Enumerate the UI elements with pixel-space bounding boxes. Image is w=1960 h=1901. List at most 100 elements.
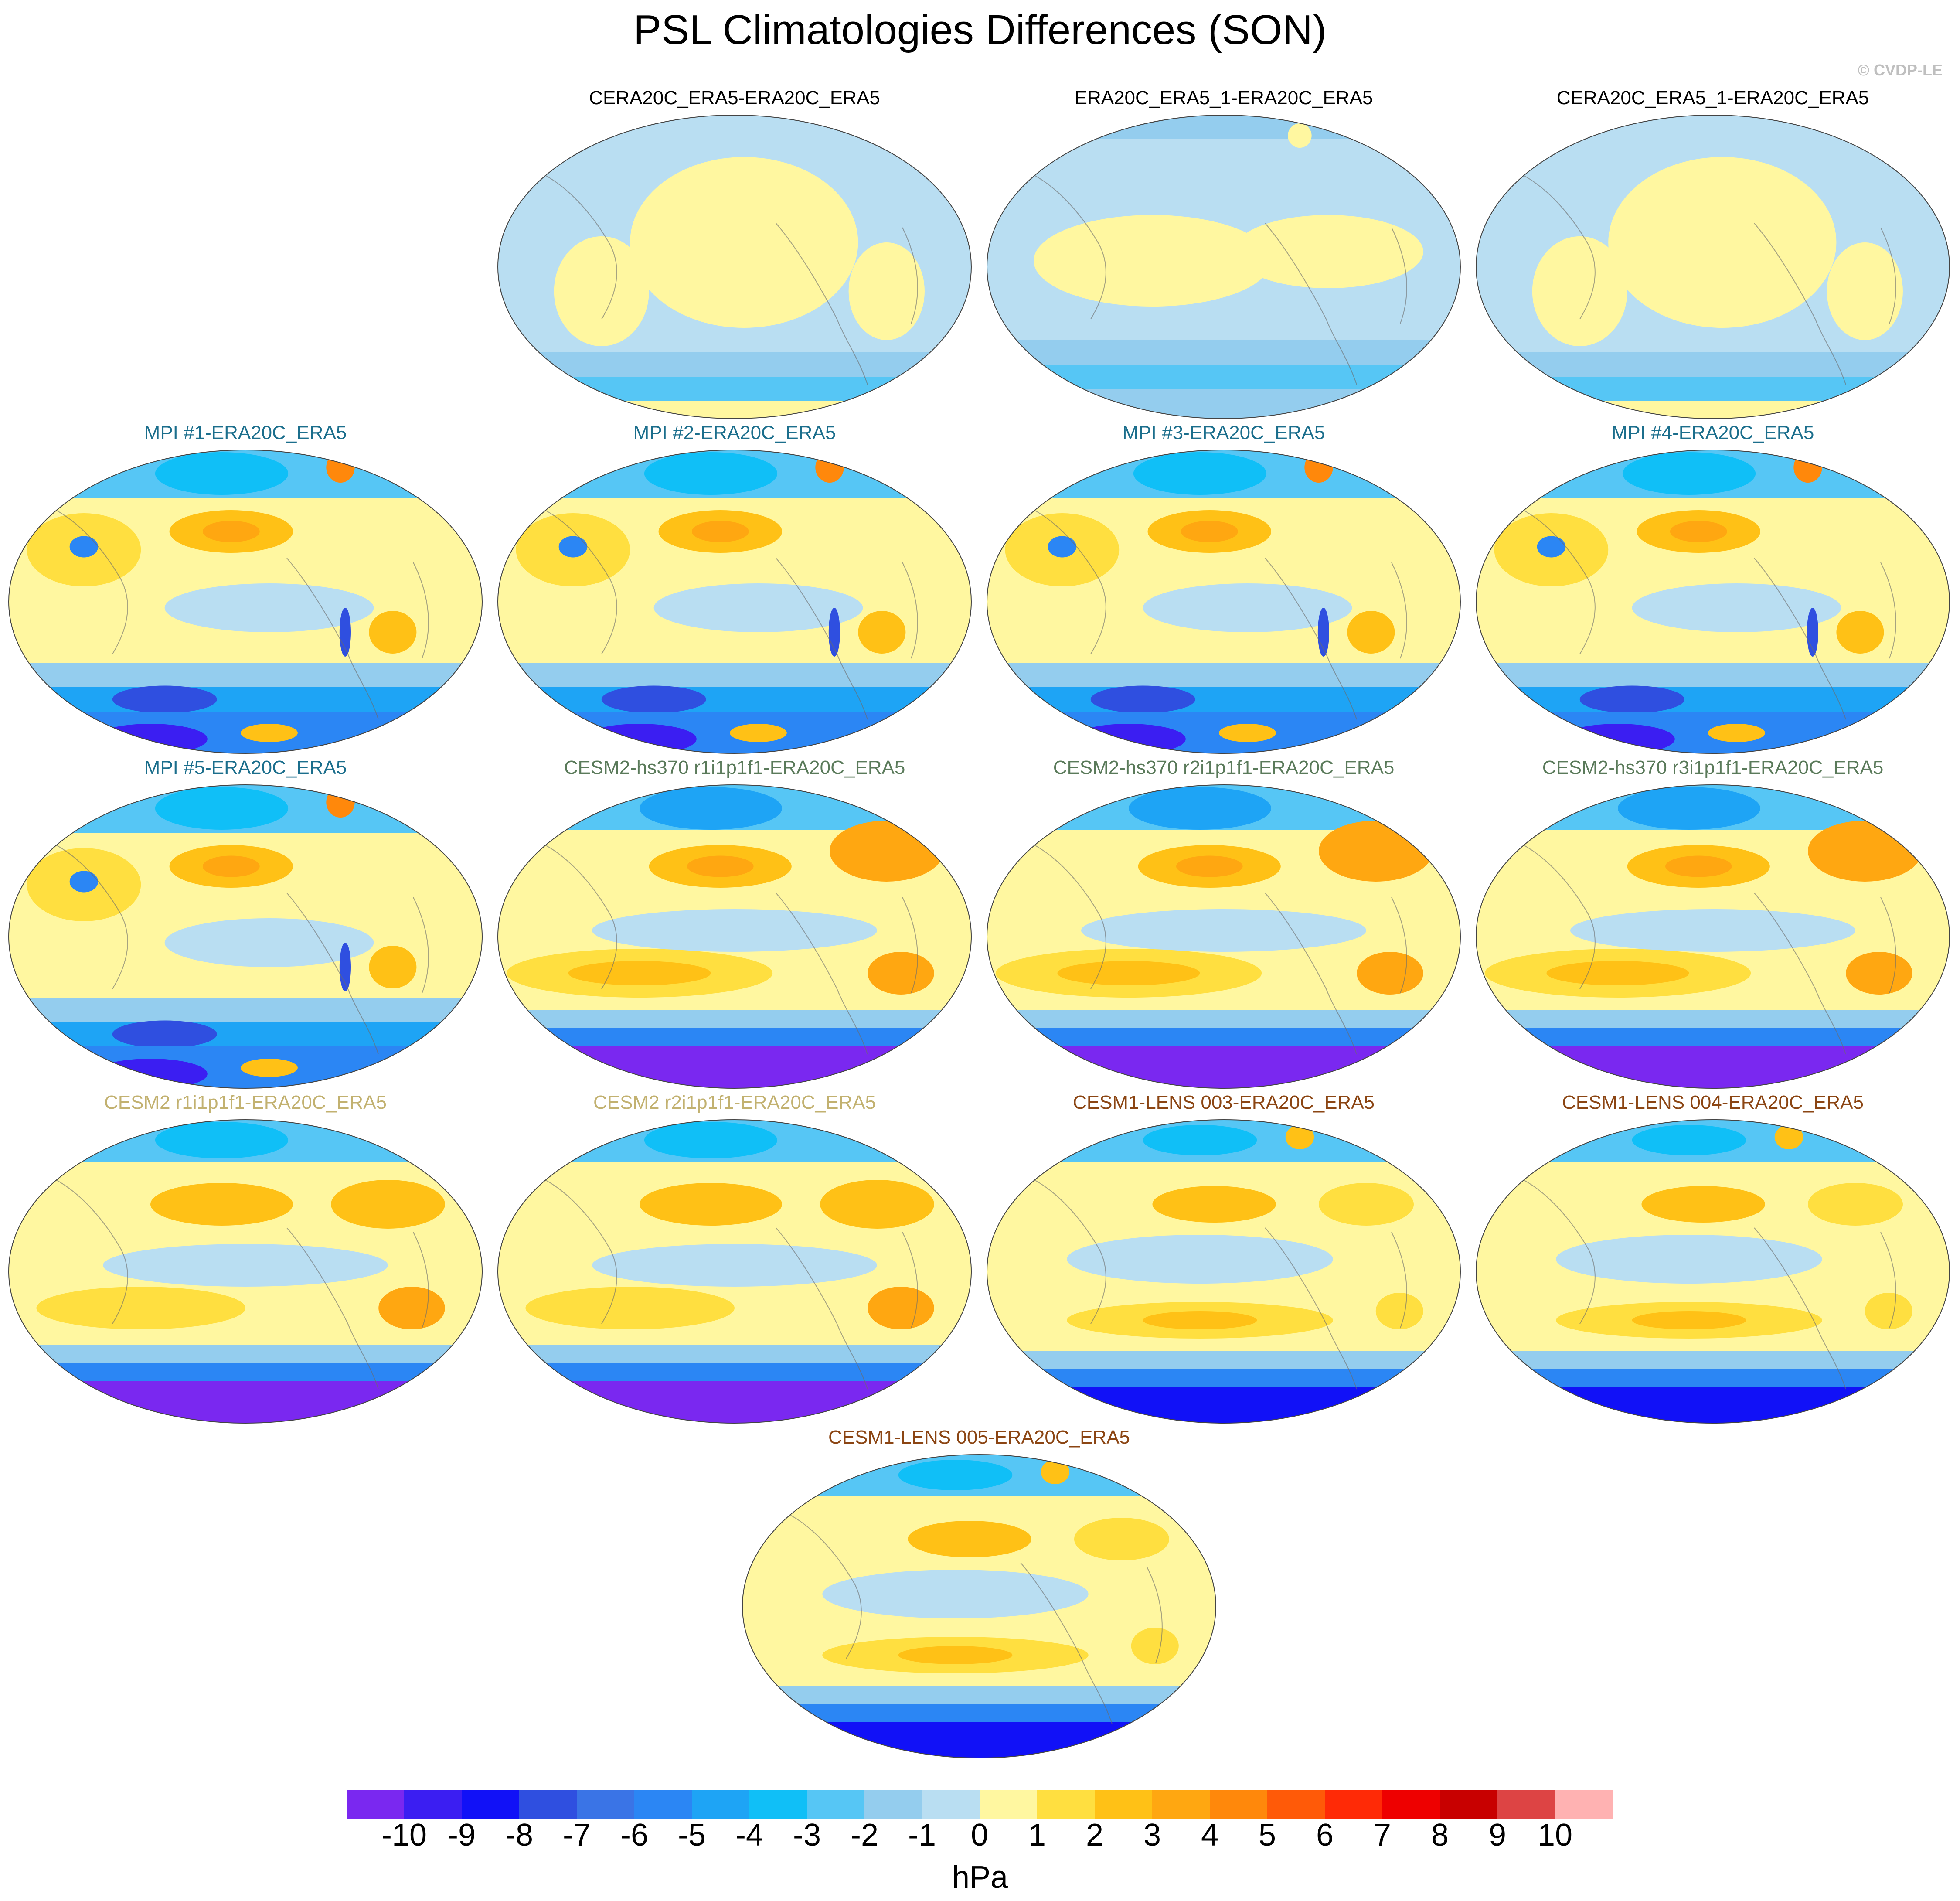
low-arctic bbox=[155, 1122, 289, 1158]
colorbar-swatch bbox=[1210, 1790, 1267, 1819]
coastlines bbox=[536, 840, 918, 1055]
map-panel: ERA20C_ERA5_1-ERA20C_ERA5 bbox=[986, 87, 1461, 423]
high-satlantic bbox=[1347, 611, 1395, 654]
low-so bbox=[1579, 685, 1684, 713]
colorbar-swatch bbox=[1037, 1790, 1095, 1819]
panel-title: ERA20C_ERA5_1-ERA20C_ERA5 bbox=[1074, 87, 1373, 109]
high-npacific bbox=[640, 1183, 782, 1226]
southern-band bbox=[1476, 663, 1950, 687]
high-greenland bbox=[815, 452, 844, 483]
southern-band-2 bbox=[1476, 1369, 1950, 1387]
pressure-field bbox=[498, 115, 971, 419]
map-panel: MPI #4-ERA20C_ERA5 bbox=[1475, 422, 1950, 758]
map-outline bbox=[987, 115, 1461, 419]
panel-title: MPI #1-ERA20C_ERA5 bbox=[144, 422, 347, 443]
coastline-americas bbox=[1754, 558, 1846, 720]
southern-band-2 bbox=[9, 1022, 482, 1046]
low-tropics bbox=[1067, 1235, 1333, 1284]
low-antarctic bbox=[1072, 724, 1186, 753]
high-south-core bbox=[1546, 961, 1689, 985]
coastlines bbox=[1025, 1175, 1407, 1390]
high-npacific bbox=[1641, 1186, 1765, 1223]
high-indian bbox=[1532, 236, 1627, 346]
high-npacific bbox=[150, 1183, 293, 1226]
colorbar-swatch bbox=[749, 1790, 807, 1819]
map-outline bbox=[1476, 784, 1950, 1089]
map-outline bbox=[497, 784, 972, 1089]
high-greenland bbox=[1793, 452, 1822, 483]
colorbar-tick-label: -5 bbox=[677, 1818, 706, 1853]
southern-band bbox=[498, 352, 971, 377]
map-outline bbox=[987, 784, 1461, 1089]
high-natlantic bbox=[1074, 1518, 1169, 1560]
coastline-asia bbox=[1514, 505, 1596, 654]
southern-band bbox=[498, 1345, 971, 1363]
low-arctic bbox=[1622, 452, 1756, 495]
low-tropics bbox=[1570, 909, 1855, 952]
coastline-asia bbox=[1514, 840, 1596, 989]
antarctic-band bbox=[1476, 401, 1950, 419]
high-satlantic bbox=[868, 952, 934, 995]
panel-title: MPI #2-ERA20C_ERA5 bbox=[633, 422, 836, 443]
coastlines bbox=[1514, 170, 1896, 385]
world-map bbox=[497, 1119, 972, 1424]
low-antarctic bbox=[93, 1059, 208, 1088]
coastline-asia bbox=[536, 505, 617, 654]
colorbar-tick-label: 10 bbox=[1537, 1818, 1573, 1853]
high-npacific bbox=[1152, 1186, 1276, 1223]
colorbar-swatch bbox=[1152, 1790, 1210, 1819]
southern-band-2 bbox=[1476, 377, 1950, 401]
coastline-africa bbox=[902, 897, 918, 994]
map-panel: MPI #1-ERA20C_ERA5 bbox=[8, 422, 483, 758]
coastlines bbox=[47, 505, 429, 720]
southern-band bbox=[1476, 1351, 1950, 1369]
low-andes bbox=[1807, 608, 1818, 657]
colorbar-tick-label: -1 bbox=[908, 1818, 936, 1853]
colorbar-swatch bbox=[1267, 1790, 1325, 1819]
coastline-africa bbox=[1880, 562, 1896, 659]
panel-title: CESM1-LENS 004-ERA20C_ERA5 bbox=[1562, 1092, 1864, 1113]
colorbar-swatch bbox=[1095, 1790, 1152, 1819]
colorbar-tick-label: 9 bbox=[1488, 1818, 1507, 1853]
world-map bbox=[8, 1119, 483, 1424]
world-map bbox=[987, 115, 1461, 419]
high-npacific-core bbox=[1181, 521, 1238, 542]
coastline-asia bbox=[536, 170, 617, 320]
southern-band-2 bbox=[987, 1369, 1460, 1387]
colorbar-swatch bbox=[519, 1790, 577, 1819]
high-greenland bbox=[326, 452, 355, 483]
antarctic-band bbox=[1476, 1387, 1950, 1423]
high-satlantic bbox=[1375, 1293, 1423, 1329]
world-map bbox=[8, 784, 483, 1089]
colorbar-swatch bbox=[1440, 1790, 1497, 1819]
coastlines bbox=[536, 1175, 918, 1390]
panel-title: CESM2 r1i1p1f1-ERA20C_ERA5 bbox=[104, 1092, 387, 1113]
southern-band bbox=[1476, 352, 1950, 377]
low-antarctic bbox=[1561, 724, 1675, 753]
panel-title: CESM2-hs370 r1i1p1f1-ERA20C_ERA5 bbox=[564, 757, 905, 778]
high-npacific-core bbox=[202, 855, 260, 877]
panel-title: CESM2 r2i1p1f1-ERA20C_ERA5 bbox=[593, 1092, 876, 1113]
page-title: PSL Climatologies Differences (SON) bbox=[633, 7, 1327, 53]
coastline-asia bbox=[1514, 1175, 1596, 1324]
map-outline bbox=[1476, 115, 1950, 419]
map-panel: CERA20C_ERA5-ERA20C_ERA5 bbox=[497, 87, 972, 423]
world-map bbox=[1476, 1119, 1950, 1424]
coastlines bbox=[47, 840, 429, 1055]
antarctic-band bbox=[498, 1046, 971, 1088]
high-antarctic bbox=[241, 1059, 298, 1077]
colorbar-swatch bbox=[864, 1790, 922, 1819]
low-tibet bbox=[69, 536, 99, 558]
low-andes bbox=[339, 608, 351, 657]
colorbar-tick-label: -6 bbox=[620, 1818, 649, 1853]
high-tropics-w bbox=[1034, 215, 1271, 307]
coastline-asia bbox=[47, 840, 128, 989]
southern-band bbox=[987, 1010, 1460, 1028]
coastline-africa bbox=[1880, 227, 1896, 324]
low-tropics bbox=[103, 1244, 388, 1287]
low-arctic bbox=[644, 452, 778, 495]
colorbar-tick-label: 5 bbox=[1258, 1818, 1276, 1853]
colorbar-tick-label: 4 bbox=[1201, 1818, 1219, 1853]
high-natlantic bbox=[830, 821, 944, 882]
coastlines bbox=[1514, 840, 1896, 1055]
